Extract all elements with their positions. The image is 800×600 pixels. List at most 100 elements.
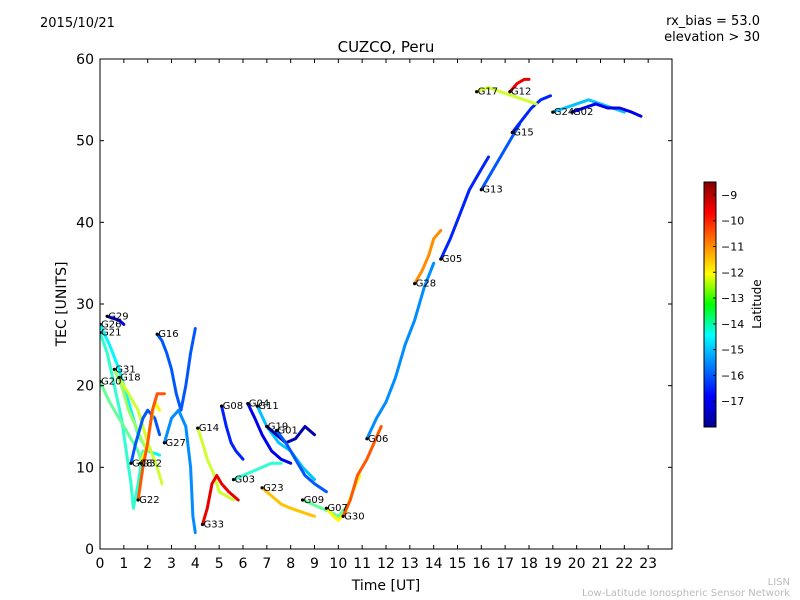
satellite-label: G28 (416, 279, 436, 290)
x-tick-label: 10 (329, 556, 347, 572)
x-tick-label: 16 (472, 556, 490, 572)
series-start-marker (341, 514, 345, 518)
satellite-label: G06 (368, 434, 388, 445)
satellite-label: G16 (158, 329, 178, 340)
series-start-marker (136, 498, 140, 502)
footer-network-full: Low-Latitude Ionospheric Sensor Network (582, 588, 790, 599)
series-start-marker (413, 282, 417, 286)
satellite-label: G32 (142, 458, 162, 469)
x-tick-label: 1 (119, 556, 128, 572)
satellite-label: G33 (204, 520, 224, 531)
x-tick-label: 17 (496, 556, 514, 572)
series-g16 (155, 327, 197, 412)
colorbar-tick-label: −12 (721, 266, 744, 279)
series-start-marker (439, 257, 443, 261)
satellite-label: G21 (101, 328, 121, 339)
date-label: 2015/10/21 (40, 16, 115, 31)
satellite-label: G13 (482, 185, 502, 196)
y-tick-label: 0 (85, 542, 94, 558)
satellite-label: G11 (258, 401, 278, 412)
x-tick-label: 15 (449, 556, 467, 572)
x-tick-label: 6 (239, 556, 248, 572)
series-start-marker (220, 404, 224, 408)
plot-frame (99, 58, 673, 550)
series-start-marker (570, 110, 574, 114)
y-tick-label: 60 (76, 52, 94, 68)
y-tick-label: 20 (76, 379, 94, 395)
satellite-label: G26 (101, 319, 121, 330)
series-start-marker (112, 367, 116, 371)
satellite-label: G02 (573, 107, 593, 118)
colorbar-ticks: −9 −10 −11 −12 −13 −14 −15 −16 −17 (713, 189, 744, 408)
colorbar-tick-label: −17 (721, 395, 744, 408)
series-g33 (201, 474, 240, 526)
x-tick-label: 8 (286, 556, 295, 572)
series-g02 (570, 102, 643, 118)
series-start-marker (510, 130, 514, 135)
series-g19 (265, 425, 316, 445)
series-g08 (129, 408, 162, 465)
series-layer (100, 77, 643, 535)
series-g15 (510, 94, 552, 134)
satellite-label: G08 (223, 401, 243, 412)
satellite-label: G09 (304, 495, 324, 506)
series-start-marker (255, 404, 259, 408)
y-tick-label: 50 (76, 134, 94, 150)
series-g05 (439, 155, 490, 261)
series-g06 (365, 261, 436, 441)
series-start-marker (479, 188, 483, 192)
colorbar-tick-label: −14 (721, 318, 744, 331)
satellite-label: G03 (235, 475, 255, 486)
series-g28 (413, 229, 443, 286)
satellite-label: G07 (327, 503, 347, 514)
x-tick-label: 9 (310, 556, 319, 572)
series-g04 (246, 402, 293, 465)
x-tick-label: 12 (377, 556, 395, 572)
x-tick-label: 22 (615, 556, 633, 572)
colorbar-tick-label: −9 (721, 189, 737, 202)
colorbar-tick-label: −13 (721, 292, 744, 305)
series-g22 (136, 392, 166, 502)
y-axis-label: TEC [UNITS] (54, 262, 70, 348)
series-g18 (117, 376, 164, 486)
y-tick-label: 30 (76, 297, 94, 313)
colorbar-tick-label: −10 (721, 215, 744, 228)
x-tick-label: 19 (544, 556, 562, 572)
footer-network-short: LISN (767, 577, 790, 588)
series-start-marker (260, 486, 264, 490)
series-start-marker (365, 437, 369, 441)
colorbar-tick-label: −16 (721, 369, 744, 382)
satellite-label: G30 (344, 511, 364, 522)
series-g20 (100, 380, 145, 469)
series-start-marker (274, 429, 278, 433)
satellite-label: G08 (132, 458, 152, 469)
colorbar-tick-label: −15 (721, 344, 744, 357)
satellite-label: G31 (115, 364, 135, 375)
rx-bias-label: rx_bias = 53.0 (666, 14, 760, 29)
satellite-labels: G29G26G21G31G18G20G08G32G22G16G27G14G33G… (101, 87, 593, 531)
series-g17 (475, 86, 538, 106)
x-tick-label: 21 (592, 556, 610, 572)
colorbar-label: Latitude (750, 279, 764, 328)
series-g21 (100, 331, 145, 510)
x-tick-label: 20 (568, 556, 586, 572)
series-g29 (105, 314, 126, 326)
series-start-marker (475, 90, 479, 94)
series-start-marker (117, 375, 121, 380)
elevation-label: elevation > 30 (664, 30, 760, 45)
series-g11 (255, 404, 316, 482)
x-tick-label: 23 (639, 556, 657, 572)
x-tick-label: 14 (425, 556, 443, 572)
series-start-marker (508, 90, 512, 94)
series-g08b (220, 404, 245, 461)
x-tick-label: 2 (143, 556, 152, 572)
satellite-label: G27 (165, 438, 185, 449)
satellite-label: G19 (268, 422, 288, 433)
series-start-marker (301, 498, 305, 502)
series-start-marker (231, 478, 236, 482)
y-tick-label: 10 (76, 460, 94, 476)
colorbar-tick-label: −11 (721, 240, 744, 253)
satellite-label: G14 (199, 423, 219, 434)
series-start-marker (105, 314, 109, 318)
x-ticks: 0 1 2 3 4 5 6 7 8 9 10 11 12 13 14 15 16 17 18 19 20 21 22 23 (96, 59, 657, 572)
